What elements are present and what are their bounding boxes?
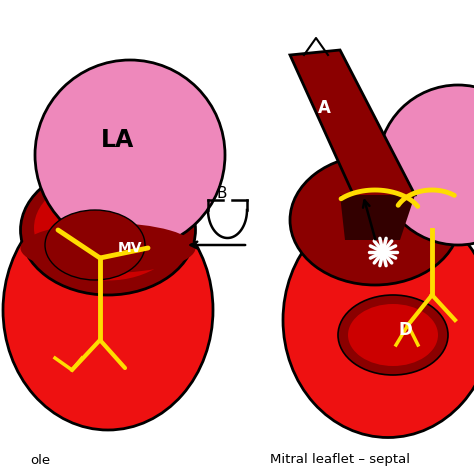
Ellipse shape (3, 190, 213, 430)
Text: A: A (318, 99, 330, 117)
Ellipse shape (338, 295, 448, 375)
Text: ole: ole (30, 454, 50, 466)
Ellipse shape (20, 223, 195, 273)
Text: Mitral leaflet – septal: Mitral leaflet – septal (270, 454, 410, 466)
Text: LA: LA (101, 128, 135, 152)
Polygon shape (340, 195, 415, 240)
Polygon shape (290, 50, 415, 205)
Circle shape (378, 85, 474, 245)
Ellipse shape (283, 202, 474, 438)
Text: D: D (398, 321, 412, 339)
Ellipse shape (45, 210, 145, 280)
Circle shape (35, 60, 225, 250)
Ellipse shape (20, 165, 195, 295)
Text: B: B (217, 185, 227, 201)
Circle shape (379, 248, 387, 256)
Ellipse shape (348, 304, 438, 366)
Text: MV: MV (118, 241, 143, 255)
Ellipse shape (34, 175, 182, 281)
Ellipse shape (290, 155, 460, 285)
